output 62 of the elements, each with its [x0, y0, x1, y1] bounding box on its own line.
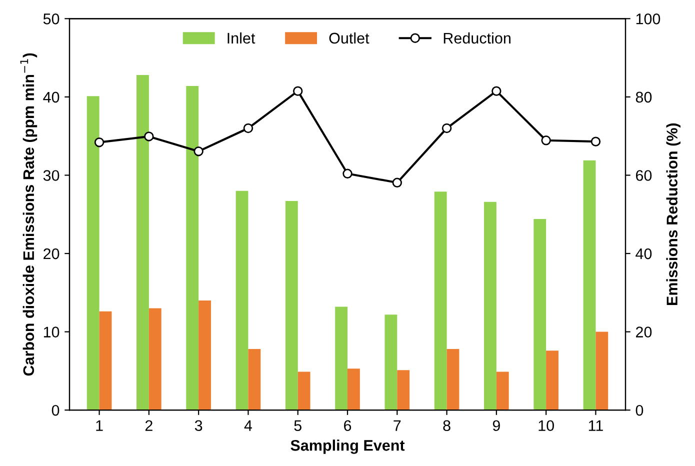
- bar: [198, 300, 211, 410]
- bar: [596, 332, 608, 410]
- x-tick-label: 2: [145, 420, 152, 431]
- point: [442, 123, 452, 134]
- x-tick-label: 4: [244, 420, 252, 431]
- bar: [248, 349, 261, 410]
- x-tick-label: 5: [294, 420, 302, 432]
- y2-axis-title: Emissions Reduction (%): [666, 123, 681, 306]
- y2-tick-label: 0: [636, 404, 644, 416]
- y-tick-label: 20: [44, 248, 60, 260]
- point: [94, 137, 104, 148]
- bar: [434, 192, 447, 410]
- point: [541, 136, 551, 146]
- point: [194, 146, 204, 156]
- point: [342, 168, 352, 179]
- bar: [298, 372, 310, 410]
- legend-label: Inlet: [228, 32, 256, 44]
- x-tick-label: 9: [492, 420, 500, 432]
- x-tick-label: 7: [394, 420, 401, 431]
- bar: [136, 75, 149, 410]
- bar: [99, 311, 112, 410]
- point: [590, 136, 601, 146]
- point: [492, 86, 502, 96]
- y2-tick-label: 60: [636, 170, 652, 181]
- y-tick-label: 10: [44, 326, 60, 338]
- y2-tick-label: 80: [636, 92, 652, 103]
- y-tick-label: 30: [43, 170, 60, 181]
- bar: [335, 306, 348, 410]
- x-axis-title: Sampling Event: [290, 440, 405, 454]
- bar: [446, 349, 460, 410]
- x-tick-label: 6: [344, 420, 352, 432]
- x-tick-label: 3: [194, 420, 202, 432]
- y2-tick-label: 100: [636, 14, 660, 24]
- legend-label: Reduction: [444, 32, 510, 44]
- y-tick-label: 0: [52, 404, 60, 416]
- bar: [397, 370, 410, 410]
- x-tick-label: 1: [96, 420, 103, 431]
- point: [144, 132, 154, 142]
- point: [243, 123, 254, 134]
- bar: [285, 201, 298, 410]
- bar: [148, 308, 162, 410]
- bar: [534, 219, 546, 410]
- y-axis-title: Carbon dioxide Emissions Rate (ppm min$^{−1}$): [20, 53, 38, 376]
- x-tick-label: 10: [538, 420, 554, 432]
- bar: [348, 368, 360, 410]
- y2-tick-label: 20: [636, 326, 652, 338]
- bar: [86, 96, 100, 410]
- legend-label: Outlet: [329, 32, 370, 44]
- bar: [384, 314, 398, 410]
- y-tick-label: 50: [43, 14, 60, 24]
- bar: [496, 372, 509, 410]
- bar: [546, 350, 558, 410]
- x-tick-label: 11: [588, 420, 603, 431]
- bar: [484, 202, 496, 410]
- point: [292, 86, 303, 96]
- y-tick-label: 40: [43, 92, 60, 103]
- point: [392, 178, 402, 188]
- x-tick-label: 8: [443, 420, 450, 432]
- y2-tick-label: 40: [636, 248, 652, 260]
- bar: [186, 86, 199, 410]
- bar: [236, 190, 248, 410]
- bar: [583, 160, 596, 410]
